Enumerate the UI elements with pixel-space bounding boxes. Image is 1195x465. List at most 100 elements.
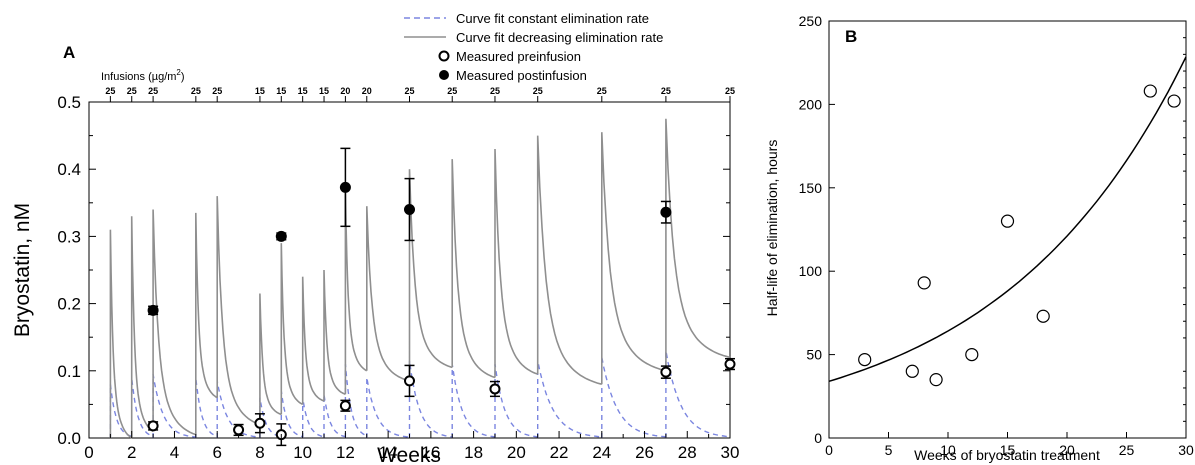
- panel-b-fit-curve-group: [828, 56, 1187, 383]
- panel-b-y-tick-label: 100: [799, 263, 823, 279]
- infusion-dose-label: 15: [255, 86, 265, 96]
- panel-b-points: [858, 84, 1181, 387]
- panel-a-y-tick-label: 0.2: [57, 295, 81, 314]
- panel-a-x-tick-label: 16: [421, 443, 440, 462]
- panel-b-chart: B 0 5 10 15 20 25 30 0 50 100 150 200 250 Weeks of b…: [764, 13, 1194, 463]
- panel-a-x-tick-label: 12: [336, 443, 355, 462]
- preinfusion-point: [254, 417, 266, 429]
- infusion-dose-label: 25: [725, 86, 735, 96]
- half-life-point: [1167, 94, 1181, 108]
- half-life-point: [1000, 214, 1015, 228]
- panel-b-x-title: Weeks of bryostatin treatment: [914, 447, 1100, 463]
- infusion-dose-label: 25: [533, 86, 543, 96]
- panel-b-plot-area: [828, 20, 1187, 439]
- panel-a-x-tick-label: 26: [635, 443, 654, 462]
- panel-a-x-tick-label: 0: [84, 443, 93, 462]
- infusion-dose-label: 15: [319, 86, 329, 96]
- panel-a-x-tick-label: 8: [255, 443, 264, 462]
- legend-open-circle-marker: [438, 50, 450, 62]
- half-life-point: [1143, 84, 1157, 98]
- postinfusion-point: [147, 304, 159, 316]
- infusion-dose-label: 25: [661, 86, 671, 96]
- preinfusion-point: [724, 358, 736, 370]
- infusion-dose-label: 20: [362, 86, 372, 96]
- panel-a-y-tick-label: 0.0: [57, 429, 81, 448]
- panel-a-x-tick-label: 6: [212, 443, 221, 462]
- panel-b-x-tick-label: 5: [885, 442, 893, 458]
- infusion-dose-label: 25: [127, 86, 137, 96]
- postinfusion-point: [275, 230, 287, 242]
- infusions-label: Infusions (µg/m2): [101, 68, 185, 83]
- panel-a-x-title: Weeks: [377, 444, 441, 465]
- half-life-fit-curve: [828, 56, 1187, 383]
- panel-a-x-tick-label: 24: [592, 443, 611, 462]
- legend-label-decreasing: Curve fit decreasing elimination rate: [456, 30, 663, 45]
- panel-b-x-tick-label: 20: [1059, 442, 1075, 458]
- preinfusion-point: [489, 383, 501, 395]
- postinfusion-point: [404, 204, 415, 216]
- infusion-dose-label: 25: [212, 86, 222, 96]
- panel-a-x-tick-label: 22: [550, 443, 569, 462]
- panel-b-x-tick-label: 30: [1178, 442, 1194, 458]
- panel-a-y-tick-label: 0.5: [57, 93, 81, 112]
- half-life-point: [929, 373, 943, 387]
- preinfusion-point: [404, 375, 415, 387]
- preinfusion-point: [147, 420, 159, 432]
- panel-b-axes: 0 5 10 15 20 25 30 0 50 100 150 200 250: [799, 13, 1194, 458]
- panel-b-y-tick-label: 0: [814, 430, 822, 446]
- panel-b-y-title: Half-life of elimination, hours: [764, 140, 780, 317]
- panel-a-x-tick-label: 28: [678, 443, 697, 462]
- panel-a-axes: 0 2 4 6 8 10 12 14 16 18 20 22 24 26 28 300.00.10.20.30…: [57, 86, 739, 462]
- preinfusion-point: [233, 424, 245, 436]
- preinfusion-point: [339, 400, 351, 412]
- panel-a-chart: A Infusions (µg/m2) 0 2 4 6 8 10 12 14 16 18 20 22 2…: [11, 43, 739, 465]
- panel-a-y-tick-label: 0.3: [57, 227, 81, 246]
- legend: Curve fit constant elimination rate Curv…: [404, 11, 663, 83]
- infusion-dose-label: 25: [597, 86, 607, 96]
- infusion-dose-label: 25: [404, 86, 414, 96]
- half-life-point: [965, 348, 979, 362]
- legend-label-preinfusion: Measured preinfusion: [456, 49, 581, 64]
- infusion-dose-label: 25: [148, 86, 158, 96]
- infusion-dose-label: 20: [340, 86, 350, 96]
- half-life-point: [917, 276, 931, 290]
- postinfusion-point: [339, 181, 351, 193]
- panel-a-y-tick-label: 0.1: [57, 362, 81, 381]
- panel-a-x-tick-label: 14: [379, 443, 398, 462]
- postinfusion-point: [660, 206, 672, 218]
- half-life-point: [905, 364, 919, 378]
- panel-b-y-tick-label: 150: [799, 180, 823, 196]
- panel-a-x-tick-label: 2: [127, 443, 136, 462]
- panel-b-x-tick-label: 10: [940, 442, 956, 458]
- panel-b-y-tick-label: 250: [799, 13, 823, 29]
- panel-b-x-tick-label: 15: [1000, 442, 1016, 458]
- legend-label-postinfusion: Measured postinfusion: [456, 68, 587, 83]
- panel-b-y-tick-label: 200: [799, 96, 823, 112]
- legend-label-constant: Curve fit constant elimination rate: [456, 11, 649, 26]
- panel-a-letter: A: [63, 43, 75, 62]
- panel-a-x-tick-label: 4: [170, 443, 179, 462]
- panel-a-curves: [109, 118, 731, 439]
- panel-a-x-tick-label: 30: [721, 443, 740, 462]
- constant-elimination-curve: [109, 350, 731, 438]
- panel-b-y-tick-label: 50: [806, 347, 822, 363]
- panel-a-x-tick-label: 18: [464, 443, 483, 462]
- legend-filled-circle-marker: [439, 70, 449, 80]
- infusion-dose-label: 25: [191, 86, 201, 96]
- infusion-dose-label: 25: [105, 86, 115, 96]
- decreasing-elimination-curve: [109, 118, 731, 439]
- preinfusion-point: [660, 366, 672, 378]
- panel-b-x-tick-label: 0: [825, 442, 833, 458]
- panel-b-x-tick-label: 25: [1119, 442, 1135, 458]
- infusion-dose-label: 15: [298, 86, 308, 96]
- panel-a-x-tick-label: 20: [507, 443, 526, 462]
- half-life-point: [1036, 309, 1050, 323]
- infusion-dose-label: 25: [490, 86, 500, 96]
- panel-b-letter: B: [845, 27, 857, 46]
- panel-a-x-tick-label: 10: [293, 443, 312, 462]
- panel-a-y-tick-label: 0.4: [57, 160, 81, 179]
- half-life-point: [858, 353, 872, 367]
- panel-a-points: [147, 147, 736, 447]
- infusion-dose-label: 15: [276, 86, 286, 96]
